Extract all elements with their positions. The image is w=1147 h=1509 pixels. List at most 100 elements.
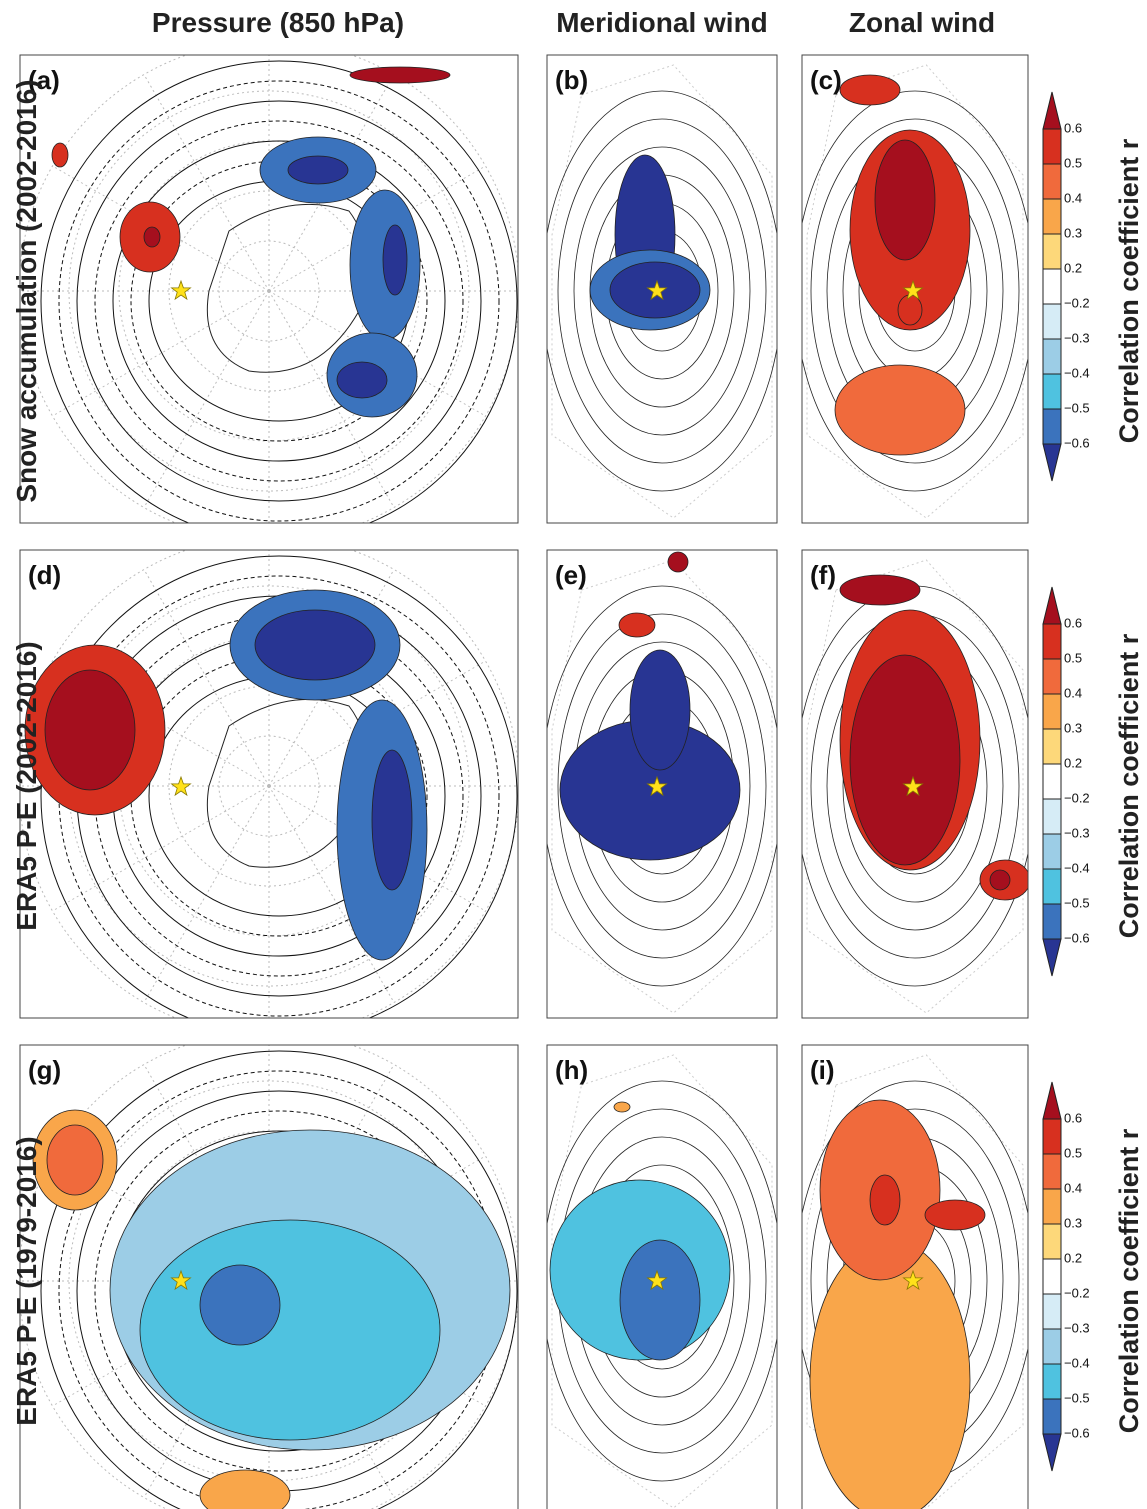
correlation-area — [618, 612, 656, 638]
colorbar-tick-label: −0.5 — [1064, 1390, 1090, 1405]
map-content — [20, 1045, 518, 1509]
map-content — [547, 551, 777, 1014]
colorbar-box — [1042, 163, 1062, 200]
colorbar-tick-label: 0.5 — [1064, 155, 1082, 170]
colorbar-tick-label: −0.4 — [1064, 860, 1090, 875]
colorbar-box — [1042, 1363, 1062, 1400]
panel-frame — [546, 1044, 778, 1509]
panel-label: (g) — [28, 1055, 61, 1085]
colorbar-triangle — [1042, 938, 1062, 977]
meridian — [143, 785, 270, 1003]
colorbar-triangle — [1042, 443, 1062, 482]
map-content — [547, 64, 777, 519]
colorbar-tick-label: 0.5 — [1064, 650, 1082, 665]
colorbar-tick-label: 0.3 — [1064, 225, 1082, 240]
correlation-area — [989, 869, 1011, 891]
correlation-area — [199, 1264, 281, 1346]
colorbar-box — [1042, 763, 1062, 800]
map-panel: (e) — [546, 549, 778, 1019]
correlation-area — [629, 649, 691, 771]
correlation-area — [199, 1469, 291, 1509]
panel-label: (a) — [28, 65, 60, 95]
panel-frame — [801, 549, 1029, 1019]
colorbar-title: Correlation coefficient r — [1114, 138, 1144, 443]
panel-label: (f) — [810, 560, 836, 590]
colorbar-tick-label: −0.4 — [1064, 365, 1090, 380]
contour — [810, 118, 1020, 464]
colorbar-tick-label: 0.3 — [1064, 1215, 1082, 1230]
panel-label: (b) — [555, 65, 588, 95]
contour — [802, 90, 1028, 492]
map-panel: (d) — [19, 549, 519, 1019]
colorbar-box — [1042, 623, 1062, 660]
contour — [557, 613, 767, 959]
correlation-area — [839, 74, 901, 106]
colorbar-tick-label: 0.5 — [1064, 1145, 1082, 1160]
colorbar-tick-label: −0.3 — [1064, 330, 1090, 345]
column-header: Pressure (850 hPa) — [152, 7, 404, 38]
colorbar-tick-label: 0.3 — [1064, 720, 1082, 735]
correlation-area — [619, 1239, 701, 1361]
colorbar-box — [1042, 658, 1062, 695]
contour — [547, 1080, 777, 1482]
colorbar-tick-label: 0.2 — [1064, 755, 1082, 770]
map-panel: (c) — [801, 54, 1029, 524]
contour — [557, 118, 767, 464]
site-star — [902, 279, 924, 301]
colorbar-tick-label: 0.6 — [1064, 1110, 1082, 1125]
colorbar-box — [1042, 408, 1062, 445]
correlation-area — [849, 654, 961, 866]
panel-frame — [546, 549, 778, 1019]
site-star — [646, 1269, 668, 1291]
colorbar-box — [1042, 868, 1062, 905]
correlation-area — [349, 66, 451, 84]
map-panel: (a) — [19, 54, 519, 524]
colorbar-triangle — [1042, 1433, 1062, 1472]
colorbar-box — [1042, 198, 1062, 235]
colorbar-tick-label: −0.5 — [1064, 400, 1090, 415]
correlation-area — [46, 1124, 104, 1196]
map-sector — [551, 1054, 773, 1509]
map-content — [20, 55, 518, 523]
site-star — [170, 1269, 192, 1291]
correlation-area — [869, 1174, 901, 1226]
site-star — [170, 279, 192, 301]
colorbar-box — [1042, 1398, 1062, 1435]
colorbar-title: Correlation coefficient r — [1114, 633, 1144, 938]
meridian — [52, 290, 270, 417]
correlation-area — [839, 574, 921, 606]
colorbar-triangle — [1042, 1081, 1062, 1120]
site-star — [902, 1269, 924, 1291]
colorbar-box — [1042, 303, 1062, 340]
panel-frame — [19, 549, 519, 1019]
colorbar-box — [1042, 1153, 1062, 1190]
contour — [58, 575, 500, 1017]
correlation-area — [897, 294, 923, 326]
colorbar-tick-label: 0.4 — [1064, 1180, 1082, 1195]
map-sector — [806, 64, 1024, 519]
contour — [40, 1050, 518, 1509]
map-content — [20, 550, 518, 1018]
colorbar-tick-label: 0.6 — [1064, 615, 1082, 630]
map-content — [547, 1054, 777, 1509]
colorbar-tick-label: 0.4 — [1064, 685, 1082, 700]
panel-label: (d) — [28, 560, 61, 590]
correlation-area — [834, 364, 966, 456]
site-star — [646, 279, 668, 301]
panel-label: (e) — [555, 560, 587, 590]
colorbar-tick-label: −0.6 — [1064, 930, 1090, 945]
contour — [40, 60, 518, 523]
column-header: Meridional wind — [556, 7, 768, 38]
map-content — [802, 559, 1028, 1014]
correlation-area — [809, 1239, 971, 1509]
correlation-area — [382, 224, 408, 296]
panel-label: (h) — [555, 1055, 588, 1085]
colorbar-tick-label: −0.6 — [1064, 1425, 1090, 1440]
colorbar-box — [1042, 268, 1062, 305]
site-star — [902, 775, 924, 797]
colorbar-box — [1042, 833, 1062, 870]
colorbar-tick-label: −0.3 — [1064, 825, 1090, 840]
correlation-area — [44, 669, 136, 791]
panel-label: (c) — [810, 65, 842, 95]
contour — [40, 555, 518, 1018]
